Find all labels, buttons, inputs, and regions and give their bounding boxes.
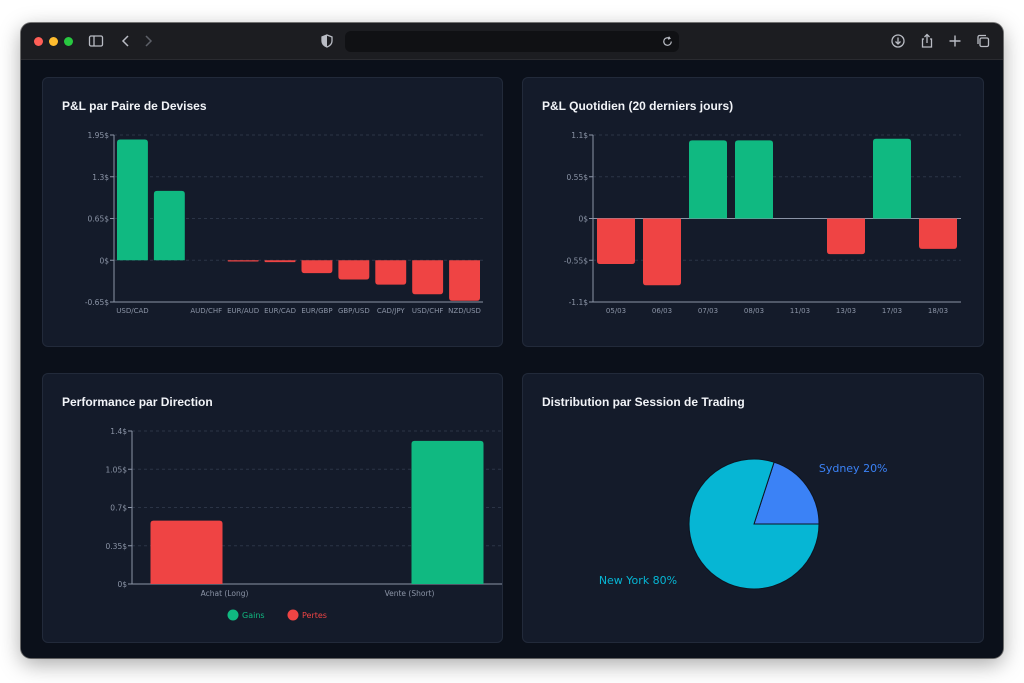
- daily-bar: [597, 218, 635, 265]
- address-bar[interactable]: [345, 31, 679, 52]
- pairs-bar: [264, 260, 296, 263]
- pairs-x-label: EUR/AUD: [227, 307, 259, 315]
- pairs-bar: [153, 190, 185, 261]
- direction-chart: 1.4$ 1.05$ 0.7$ 0.35$ 0$ Achat (Long) Vente (S…: [106, 427, 502, 621]
- back-icon[interactable]: [117, 32, 135, 50]
- download-icon[interactable]: [889, 32, 907, 50]
- pairs-ytick-label: 1.3$: [92, 173, 109, 182]
- pairs-ytick-label: -0.65$: [85, 298, 109, 307]
- daily-pnl-card: P&L Quotidien (20 derniers jours) 1.1$ 0.…: [522, 77, 984, 347]
- daily-x-label: 07/03: [698, 307, 718, 315]
- pairs-ytick-label: 0.65$: [88, 215, 110, 224]
- daily-x-label: 17/03: [882, 307, 902, 315]
- pie-label: New York 80%: [599, 574, 677, 587]
- pie-slice-new: [688, 458, 820, 590]
- daily-ytick-label: 0.55$: [567, 173, 589, 182]
- legend-swatch-gains: [227, 609, 239, 621]
- direction-bar-gains: [411, 440, 484, 584]
- pairs-bar: [117, 139, 148, 261]
- forward-icon[interactable]: [139, 32, 157, 50]
- pairs-bar: [375, 260, 407, 285]
- pairs-x-label: NZD/USD: [448, 307, 481, 315]
- pie-label: Sydney 20%: [819, 462, 888, 475]
- pairs-bar: [227, 260, 259, 262]
- daily-x-label: 06/03: [652, 307, 672, 315]
- direction-ytick-label: 1.4$: [110, 427, 127, 436]
- daily-x-label: 18/03: [928, 307, 948, 315]
- legend-swatch-pertes: [287, 609, 299, 621]
- daily-bar: [827, 218, 865, 255]
- daily-pnl-chart: 1.1$ 0.55$ 0$ -0.55$ -1.1$ 05/03 06/03 07/03 08/…: [564, 131, 961, 315]
- pairs-pnl-title: P&L par Paire de Devises: [62, 99, 207, 113]
- browser-toolbar: [21, 23, 1003, 60]
- direction-ytick-label: 1.05$: [106, 465, 128, 474]
- pie-slice-sydney: [753, 461, 820, 525]
- pairs-x-label: CAD/JPY: [377, 307, 406, 315]
- daily-bar: [689, 140, 727, 219]
- pairs-x-label: GBP/USD: [338, 307, 370, 315]
- direction-card: Performance par Direction 1.4$ 1.05$ 0.7$ 0…: [42, 373, 503, 643]
- pairs-bar: [449, 260, 480, 301]
- daily-ytick-label: 0$: [578, 215, 588, 224]
- daily-bar: [919, 218, 957, 249]
- pairs-bar: [412, 260, 444, 295]
- pairs-bar: [338, 260, 370, 280]
- reload-icon[interactable]: [660, 34, 675, 49]
- daily-pnl-title: P&L Quotidien (20 derniers jours): [542, 99, 734, 113]
- session-card: Distribution par Session de Trading Sydn…: [522, 373, 984, 643]
- close-window-button[interactable]: [34, 37, 43, 46]
- dashboard: P&L par Paire de Devises 1.95$ 1.3$ 0.65$ 0…: [21, 60, 1003, 658]
- legend-label-pertes: Pertes: [302, 611, 327, 620]
- new-tab-icon[interactable]: [946, 32, 964, 50]
- daily-x-label: 13/03: [836, 307, 856, 315]
- zoom-window-button[interactable]: [64, 37, 73, 46]
- daily-x-label: 11/03: [790, 307, 810, 315]
- daily-bar: [873, 138, 911, 219]
- pairs-x-label: EUR/CAD: [264, 307, 296, 315]
- direction-ytick-label: 0.35$: [106, 542, 128, 551]
- pairs-ytick-label: 0$: [99, 256, 109, 265]
- pairs-x-label: AUD/CHF: [190, 307, 222, 315]
- shield-icon[interactable]: [318, 32, 336, 50]
- pairs-bar: [301, 260, 333, 274]
- daily-ytick-label: 1.1$: [571, 131, 588, 140]
- minimize-window-button[interactable]: [49, 37, 58, 46]
- pairs-pnl-chart: 1.95$ 1.3$ 0.65$ 0$ -0.65$ USD/CAD AUD/CHF EUR/…: [85, 131, 483, 315]
- daily-bar: [643, 218, 681, 286]
- pairs-x-label: EUR/GBP: [301, 307, 332, 315]
- daily-x-label: 05/03: [606, 307, 626, 315]
- pairs-x-label: USD/CAD: [116, 307, 148, 315]
- direction-bar-pertes: [150, 520, 223, 584]
- direction-ytick-label: 0.7$: [110, 504, 127, 513]
- pairs-pnl-card: P&L par Paire de Devises 1.95$ 1.3$ 0.65$ 0…: [42, 77, 503, 347]
- sidebar-icon[interactable]: [87, 32, 105, 50]
- daily-x-label: 08/03: [744, 307, 764, 315]
- session-title: Distribution par Session de Trading: [542, 395, 745, 409]
- pairs-ytick-label: 1.95$: [88, 131, 110, 140]
- direction-x-label: Achat (Long): [201, 589, 249, 598]
- browser-window: P&L par Paire de Devises 1.95$ 1.3$ 0.65$ 0…: [21, 23, 1003, 658]
- direction-title: Performance par Direction: [62, 395, 213, 409]
- pairs-x-label: USD/CHF: [412, 307, 444, 315]
- daily-bar: [735, 140, 773, 219]
- session-pie-chart: Sydney 20% New York 80%: [599, 458, 888, 590]
- direction-x-label: Vente (Short): [385, 589, 435, 598]
- legend-label-gains: Gains: [242, 611, 265, 620]
- tabs-overview-icon[interactable]: [974, 32, 992, 50]
- daily-ytick-label: -0.55$: [564, 256, 588, 265]
- direction-ytick-label: 0$: [117, 580, 127, 589]
- daily-ytick-label: -1.1$: [569, 298, 589, 307]
- share-icon[interactable]: [918, 32, 936, 50]
